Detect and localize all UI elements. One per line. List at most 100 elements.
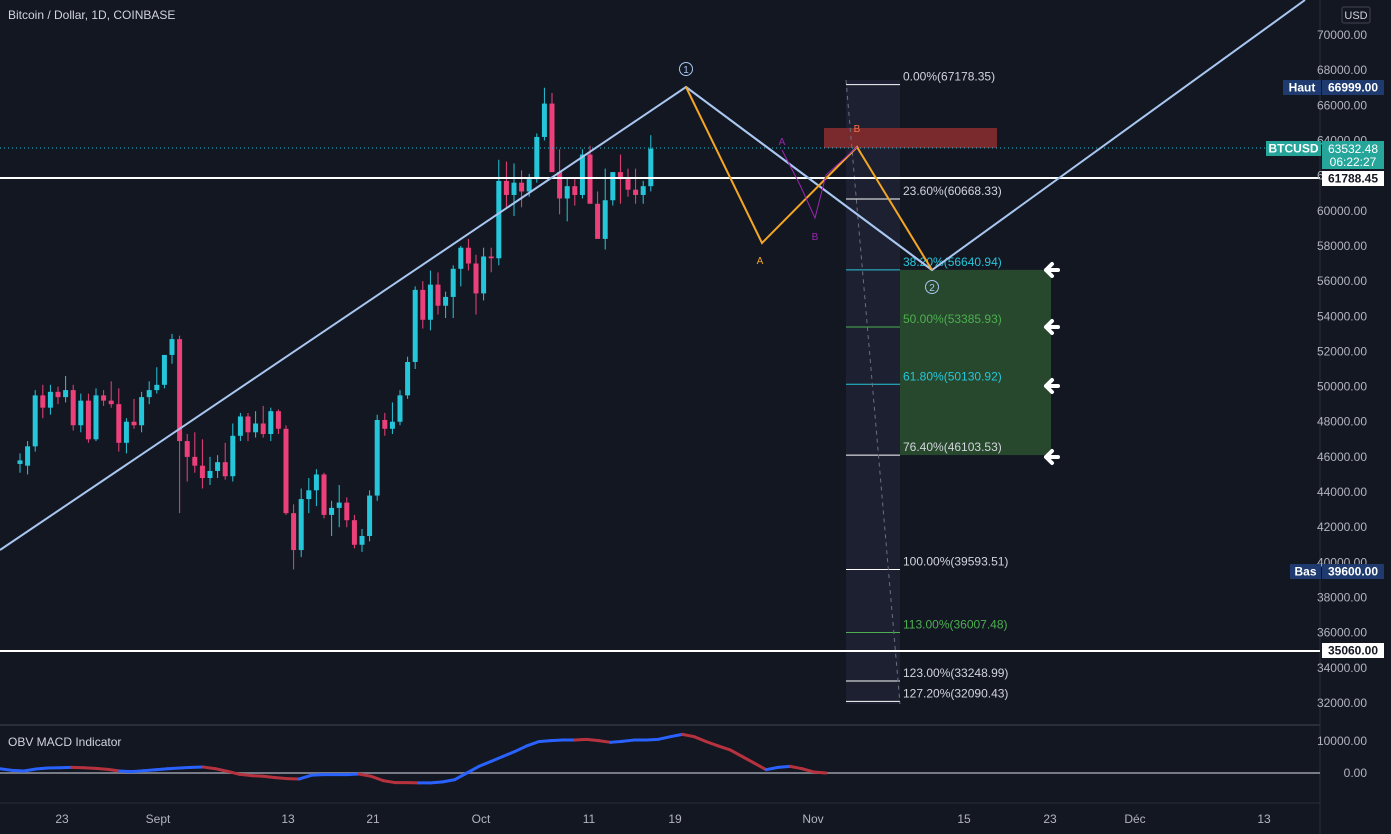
candle[interactable] [587,145,593,204]
candle-body [131,421,137,426]
candle[interactable] [389,402,395,435]
candle[interactable] [488,247,494,273]
candle[interactable] [154,367,160,394]
candle[interactable] [557,149,563,215]
candle[interactable] [306,477,312,514]
candle[interactable] [351,514,357,549]
candle[interactable] [541,87,547,141]
candle-body [40,395,46,408]
candle-body [101,395,107,401]
candle[interactable] [298,488,304,558]
candle[interactable] [47,384,53,415]
candle[interactable] [382,412,388,436]
candle[interactable] [458,245,464,287]
candle[interactable] [420,281,426,329]
candle[interactable] [253,411,259,438]
candle[interactable] [617,154,623,204]
candle-body [298,499,304,551]
candle[interactable] [344,497,350,528]
candle[interactable] [184,434,190,482]
candle[interactable] [85,393,91,443]
candle[interactable] [116,388,122,452]
candle[interactable] [367,490,373,542]
candle[interactable] [336,485,342,528]
obv-segment [202,765,217,771]
candle[interactable] [313,469,319,507]
candle[interactable] [359,528,365,552]
candle[interactable] [17,453,23,473]
candle-body [473,263,479,294]
candle[interactable] [237,412,243,442]
candle[interactable] [443,291,449,319]
level-1-value: 61788.45 [1328,172,1378,186]
candle[interactable] [405,356,411,399]
candle[interactable] [101,390,107,406]
candle[interactable] [511,163,517,217]
candle[interactable] [602,168,608,250]
candle[interactable] [283,425,289,515]
candle[interactable] [321,472,327,519]
candle[interactable] [245,412,251,442]
obv-segment [609,739,624,744]
obv-segment [142,768,158,773]
candle[interactable] [640,180,646,204]
fib-trend-line [845,79,901,705]
candle[interactable] [199,439,205,489]
candle[interactable] [192,432,198,473]
currency-badge[interactable] [1341,6,1371,24]
candle[interactable] [222,442,228,480]
candle[interactable] [55,386,61,405]
candle[interactable] [572,177,578,206]
candle[interactable] [108,381,114,408]
candle-body [260,423,266,435]
candle[interactable] [412,286,418,369]
price-tick: 42000.00 [1317,520,1367,534]
candle[interactable] [503,161,509,210]
price-tick: 52000.00 [1317,344,1367,358]
candle[interactable] [123,418,129,454]
candle[interactable] [534,133,540,183]
candle[interactable] [481,247,487,301]
candle[interactable] [177,335,183,514]
candle[interactable] [32,390,38,452]
candle[interactable] [564,177,570,222]
candle[interactable] [93,388,99,442]
price-tick: 60000.00 [1317,204,1367,218]
candle[interactable] [329,500,335,536]
candle-body [496,180,502,259]
candle[interactable] [161,354,167,389]
candle[interactable] [78,393,84,433]
candle[interactable] [70,384,76,431]
candle[interactable] [25,441,31,475]
candle[interactable] [473,254,479,315]
obv-segment [297,773,313,781]
candle[interactable] [40,384,46,419]
candle[interactable] [427,270,433,331]
candle[interactable] [291,504,297,570]
chart-title: Bitcoin / Dollar, 1D, COINBASE [8,8,176,22]
candle[interactable] [268,407,274,442]
currency-label: USD [1344,10,1367,22]
candle[interactable] [648,135,654,192]
candle[interactable] [139,391,145,433]
candle[interactable] [625,168,631,197]
candle[interactable] [465,238,471,271]
candle[interactable] [230,423,236,482]
candle[interactable] [595,191,601,239]
candle[interactable] [519,170,525,208]
candle[interactable] [207,456,213,486]
candle[interactable] [633,168,639,204]
candle[interactable] [374,414,380,501]
candle[interactable] [63,376,69,403]
candle[interactable] [397,390,403,426]
candle[interactable] [146,381,152,405]
candle[interactable] [131,398,137,429]
candle[interactable] [260,405,266,438]
candle[interactable] [215,455,221,478]
candle[interactable] [169,333,175,364]
candle[interactable] [275,409,281,435]
candle[interactable] [435,272,441,315]
candle[interactable] [450,265,456,319]
candle[interactable] [549,93,555,173]
